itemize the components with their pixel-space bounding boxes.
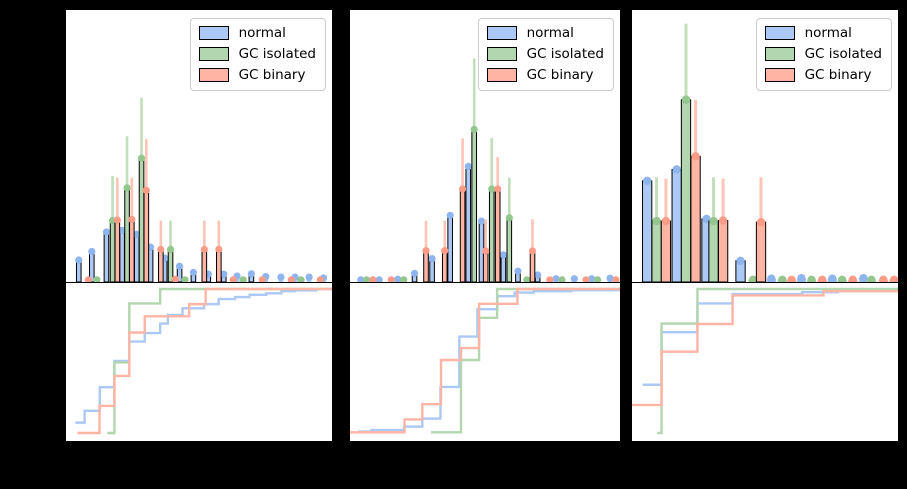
legend-swatch-gc-binary <box>486 68 517 83</box>
panel-middle-cdf <box>349 281 621 442</box>
legend-swatch-normal <box>486 26 517 41</box>
legend-label-gc-isolated: GC isolated <box>526 46 604 63</box>
legend-item-gc-isolated: GC isolated <box>486 46 604 63</box>
legend-label-normal: normal <box>526 25 574 41</box>
panel-right-cdf <box>631 281 899 442</box>
legend-swatch-gc-isolated <box>198 47 229 62</box>
legend-swatch-gc-isolated <box>486 47 517 62</box>
panel-left-legend: normal GC isolated GC binary <box>189 18 326 91</box>
legend-item-normal: normal <box>486 25 604 41</box>
legend-item-gc-isolated: GC isolated <box>198 46 316 63</box>
legend-swatch-normal <box>198 26 229 41</box>
legend-item-normal: normal <box>198 25 316 41</box>
legend-label-gc-binary: GC binary <box>238 67 306 84</box>
legend-label-normal: normal <box>238 25 286 41</box>
legend-swatch-gc-binary <box>198 68 229 83</box>
legend-item-gc-binary: GC binary <box>764 67 882 84</box>
legend-item-gc-isolated: GC isolated <box>764 46 882 63</box>
cdf-svg-right <box>632 287 898 434</box>
legend-label-gc-binary: GC binary <box>804 67 872 84</box>
cdf-svg-middle <box>350 287 620 433</box>
legend-swatch-gc-isolated <box>764 47 795 62</box>
hist-svg-left <box>75 97 328 282</box>
legend-label-normal: normal <box>804 25 852 41</box>
panel-right-legend: normal GC isolated GC binary <box>755 18 892 91</box>
panel-middle-legend: normal GC isolated GC binary <box>477 18 614 91</box>
panel-right: normal GC isolated GC binary <box>631 9 899 442</box>
legend-item-normal: normal <box>764 25 882 41</box>
legend-swatch-normal <box>764 26 795 41</box>
legend-label-gc-isolated: GC isolated <box>804 46 882 63</box>
legend-label-gc-binary: GC binary <box>526 67 594 84</box>
legend-label-gc-isolated: GC isolated <box>238 46 316 63</box>
legend-item-gc-binary: GC binary <box>198 67 316 84</box>
panel-left-histogram: normal GC isolated GC binary <box>65 9 333 283</box>
hist-svg-right <box>642 23 898 282</box>
cdf-svg-left <box>75 287 332 434</box>
panel-right-histogram: normal GC isolated GC binary <box>631 9 899 283</box>
panel-left: normal GC isolated GC binary <box>65 9 333 442</box>
hist-svg-middle <box>357 58 620 282</box>
legend-item-gc-binary: GC binary <box>486 67 604 84</box>
panel-middle: normal GC isolated GC binary <box>349 9 621 442</box>
panel-left-cdf <box>65 281 333 442</box>
legend-swatch-gc-binary <box>764 68 795 83</box>
panel-middle-histogram: normal GC isolated GC binary <box>349 9 621 283</box>
